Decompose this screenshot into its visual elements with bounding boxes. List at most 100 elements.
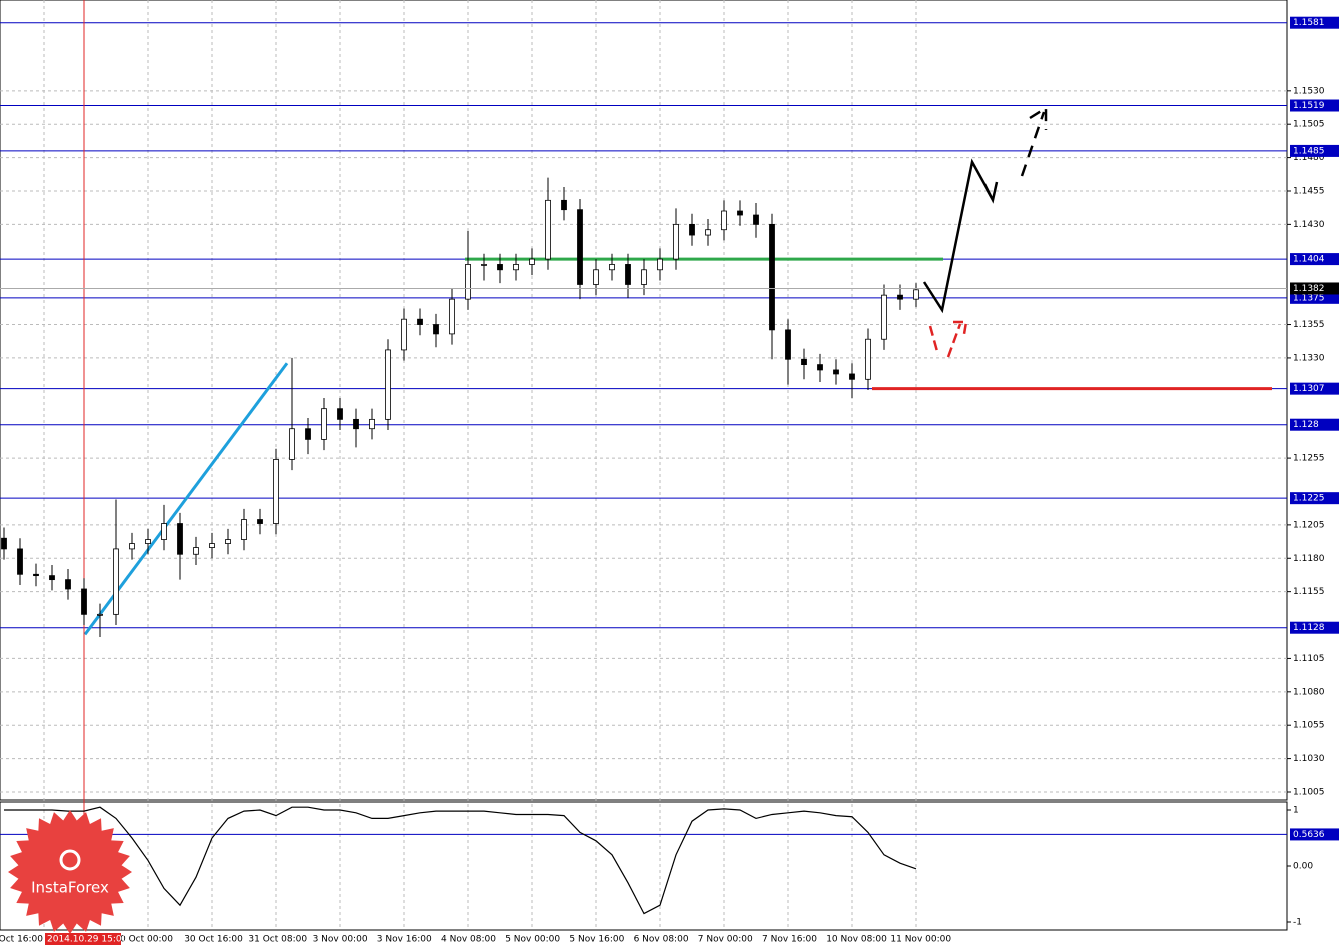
x-tick-label: 5 Nov 16:00 bbox=[569, 935, 624, 945]
y-tick-label: 1.1030 bbox=[1293, 754, 1325, 764]
logo-badge bbox=[8, 810, 132, 934]
level-box bbox=[1290, 621, 1339, 634]
candle-body bbox=[545, 199, 551, 260]
level-label: 1.1307 bbox=[1293, 384, 1325, 394]
y-tick-label: 1.1530 bbox=[1293, 86, 1325, 96]
candle-body bbox=[161, 523, 167, 540]
y-tick-label: 1.1480 bbox=[1293, 153, 1325, 163]
candle-body bbox=[385, 349, 391, 420]
y-tick-label: 1.1080 bbox=[1293, 687, 1325, 697]
candle-body bbox=[753, 214, 759, 225]
price-panel bbox=[0, 0, 1288, 801]
candle-body bbox=[769, 223, 775, 331]
candle-body bbox=[81, 588, 87, 615]
x-tick-label: 4 Nov 08:00 bbox=[441, 935, 496, 945]
level-label: 1.128 bbox=[1293, 420, 1319, 430]
candle-body bbox=[881, 294, 887, 340]
candle-body bbox=[353, 418, 359, 430]
candle-body bbox=[817, 364, 823, 371]
x-tick-label: Oct 16:00 bbox=[0, 935, 43, 945]
y-tick-label: 1.1180 bbox=[1293, 554, 1325, 564]
candle-body bbox=[33, 573, 39, 577]
candle-body bbox=[273, 459, 279, 524]
candle-body bbox=[49, 575, 55, 581]
candle-body bbox=[833, 369, 839, 375]
x-tick-label: 31 Oct 08:00 bbox=[248, 935, 307, 945]
crosshair-box bbox=[45, 933, 121, 945]
candle-body bbox=[241, 519, 247, 540]
level-label: 1.1128 bbox=[1293, 623, 1325, 633]
y-tick-label: 1.1105 bbox=[1293, 654, 1325, 664]
candle-body bbox=[529, 258, 535, 265]
candle-body bbox=[721, 210, 727, 231]
level-box bbox=[1290, 492, 1339, 505]
y-tick-label: 1 bbox=[1293, 805, 1299, 815]
level-label: 1.1519 bbox=[1293, 101, 1325, 111]
forecast-arrow-dashed bbox=[1020, 105, 1048, 177]
level-label: 1.1225 bbox=[1293, 494, 1325, 504]
y-tick-label: 1.1205 bbox=[1293, 520, 1325, 530]
indicator-level-label: 0.5636 bbox=[1293, 830, 1325, 840]
candle-body bbox=[289, 428, 295, 460]
candle-body bbox=[513, 264, 519, 271]
candle-body bbox=[97, 613, 103, 616]
logo-text: InstaForex bbox=[31, 879, 109, 897]
x-tick-label: 11 Nov 00:00 bbox=[890, 935, 951, 945]
candle-body bbox=[641, 269, 647, 285]
level-box bbox=[1290, 291, 1339, 304]
y-tick-label: 1.1430 bbox=[1293, 220, 1325, 230]
y-tick-label: 1.1055 bbox=[1293, 721, 1325, 731]
level-label: 1.1375 bbox=[1293, 293, 1325, 303]
candle-body bbox=[177, 523, 183, 555]
candle-body bbox=[609, 264, 615, 271]
candle-body bbox=[433, 324, 439, 335]
candle-body bbox=[225, 539, 231, 544]
candle-body bbox=[257, 519, 263, 524]
x-tick-label: 10 Nov 08:00 bbox=[826, 935, 887, 945]
x-tick-label: 30 Oct 16:00 bbox=[184, 935, 243, 945]
candle-body bbox=[17, 548, 23, 575]
candle-body bbox=[465, 264, 471, 300]
y-tick-label: 1.1355 bbox=[1293, 320, 1325, 330]
level-label: 1.1485 bbox=[1293, 146, 1325, 156]
candle-body bbox=[913, 289, 919, 300]
candle-body bbox=[401, 318, 407, 351]
candle-body bbox=[417, 318, 423, 325]
candle-body bbox=[785, 329, 791, 360]
crosshair-label: 2014.10.29 15:00 bbox=[47, 935, 128, 945]
level-box bbox=[1290, 418, 1339, 431]
candle-body bbox=[577, 209, 583, 285]
candle-body bbox=[497, 264, 503, 271]
x-tick-label: 6 Nov 08:00 bbox=[634, 935, 689, 945]
candle-body bbox=[657, 258, 663, 271]
forecast-arrow bbox=[922, 158, 999, 314]
candle-body bbox=[849, 373, 855, 380]
y-tick-label: 1.1155 bbox=[1293, 587, 1325, 597]
x-tick-label: 5 Nov 00:00 bbox=[505, 935, 560, 945]
x-tick-label: 3 Nov 16:00 bbox=[377, 935, 432, 945]
candle-body bbox=[1, 537, 7, 550]
x-tick-label: 0 Oct 00:00 bbox=[120, 935, 173, 945]
candle-body bbox=[801, 358, 807, 366]
logo-icon bbox=[59, 849, 81, 871]
level-label: 1.1581 bbox=[1293, 18, 1325, 28]
candle-body bbox=[737, 210, 743, 216]
candle-body bbox=[865, 338, 871, 380]
candle-body bbox=[305, 428, 311, 440]
candle-body bbox=[897, 294, 903, 300]
indicator-level-box bbox=[1290, 828, 1339, 841]
y-tick-label: -1 bbox=[1293, 917, 1302, 927]
x-tick-label: 7 Nov 00:00 bbox=[698, 935, 753, 945]
level-label: 1.1404 bbox=[1293, 255, 1325, 265]
y-tick-label: 0.00 bbox=[1293, 861, 1313, 871]
candle-body bbox=[129, 543, 135, 550]
candle-body bbox=[145, 539, 151, 544]
x-tick-label: 3 Nov 00:00 bbox=[313, 935, 368, 945]
level-box bbox=[1290, 99, 1339, 112]
level-box bbox=[1290, 144, 1339, 157]
candle-body bbox=[449, 298, 455, 335]
y-tick-label: 1.1005 bbox=[1293, 787, 1325, 797]
candle-body bbox=[369, 418, 375, 430]
candle-body bbox=[625, 264, 631, 285]
